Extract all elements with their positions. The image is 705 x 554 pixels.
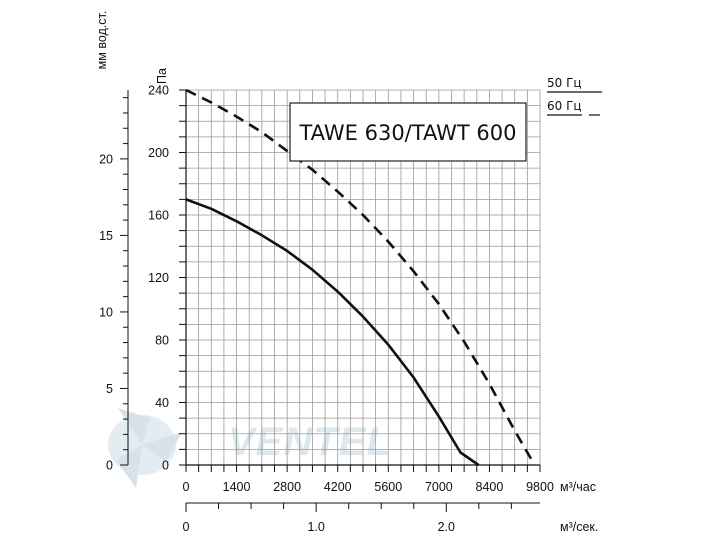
y-tick-label: 240 <box>148 84 169 98</box>
series-lines <box>185 88 536 467</box>
legend: 50 Гц 60 Гц <box>547 76 602 116</box>
x2-tick-label: 1.0 <box>307 520 324 534</box>
chart-title-frame <box>289 102 527 162</box>
legend-label-50hz: 50 Гц <box>547 76 582 90</box>
series-line-50hz <box>185 198 480 467</box>
legend-label-60hz: 60 Гц <box>547 99 582 113</box>
x-tick-label: 2800 <box>273 480 301 494</box>
x2-tick-label: 2.0 <box>438 520 455 534</box>
y-tick-label: 0 <box>162 459 169 473</box>
x2-axis-unit-m3s: м³/сек. <box>560 520 598 534</box>
x-axis-unit-m3h: м³/час <box>560 480 596 494</box>
x-tick-label: 1400 <box>223 480 251 494</box>
chart-title-box: TAWE 630/TAWT 600 <box>289 102 527 162</box>
watermark-text: VENTEL <box>228 420 392 464</box>
y-tick-label: 200 <box>148 146 169 160</box>
watermark-fan-blades <box>116 408 182 488</box>
y2-tick-label: 5 <box>106 382 113 396</box>
x-tick-label: 5600 <box>374 480 402 494</box>
series-line-60hz <box>185 88 536 466</box>
x-tick-label: 9800 <box>526 480 554 494</box>
y-tick-label: 120 <box>148 271 169 285</box>
y2-tick-label: 0 <box>106 459 113 473</box>
y-tick-label: 40 <box>155 396 169 410</box>
watermark: VENTEL <box>108 408 392 488</box>
chart-title: TAWE 630/TAWT 600 <box>298 121 516 145</box>
y2-tick-label: 10 <box>99 305 113 319</box>
y2-tick-label: 20 <box>99 152 113 166</box>
y-tick-label: 80 <box>155 334 169 348</box>
x-tick-label: 7000 <box>425 480 453 494</box>
x2-tick-label: 0 <box>183 520 190 534</box>
y-axis-unit-pa: Па <box>155 68 169 84</box>
y-tick-label: 160 <box>148 209 169 223</box>
x-tick-label: 8400 <box>476 480 504 494</box>
y2-tick-label: 15 <box>99 229 113 243</box>
y2-axis-unit-mm: мм вод.ст. <box>95 11 109 70</box>
x-tick-label: 4200 <box>324 480 352 494</box>
x-tick-label: 0 <box>183 480 190 494</box>
